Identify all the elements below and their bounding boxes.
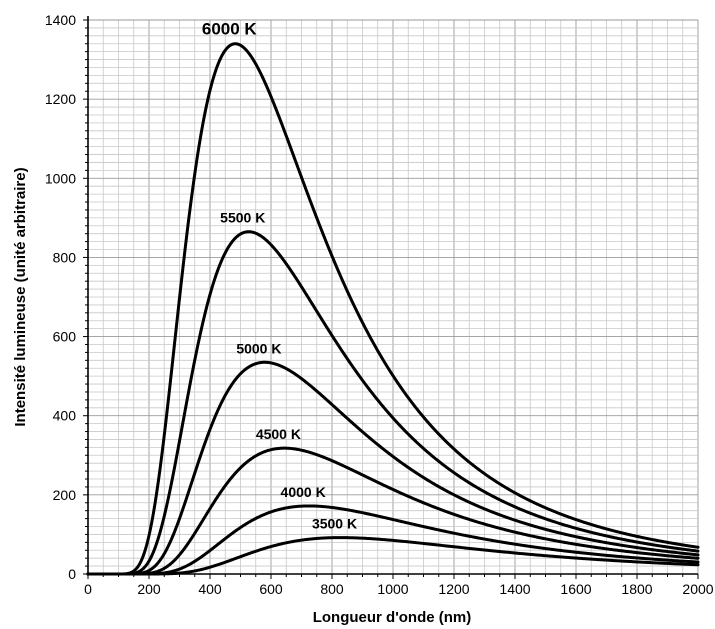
x-tick-label: 2000 [682, 581, 713, 597]
tick-labels: 0 200 400 600 800 1000 1200 1400 1600 1800 2000 0 20… [45, 12, 714, 597]
y-tick-label: 200 [53, 487, 77, 503]
curve-label-4000k: 4000 K [281, 484, 326, 500]
x-axis-title: Longueur d'onde (nm) [313, 609, 472, 626]
y-axis-title: Intensité lumineuse (unité arbitraire) [12, 167, 29, 426]
curve-label-5500k: 5500 K [220, 210, 265, 226]
x-tick-label: 1200 [438, 581, 469, 597]
axes [83, 16, 699, 579]
curve-label-5000k: 5000 K [236, 340, 281, 356]
y-tick-label: 1000 [45, 170, 76, 186]
curve-6000k [86, 42, 700, 576]
curve-4000k [86, 504, 700, 576]
curve-5000k [86, 360, 700, 576]
y-tick-label: 0 [68, 566, 76, 582]
x-tick-label: 1400 [499, 581, 530, 597]
curve-4500k [86, 446, 700, 576]
curve-label-6000k: 6000 K [202, 20, 258, 39]
curve-5500k [86, 230, 700, 576]
x-tick-label: 1000 [377, 581, 408, 597]
grid [87, 19, 699, 575]
curves [86, 42, 700, 576]
x-tick-label: 400 [198, 581, 222, 597]
x-tick-label: 800 [320, 581, 344, 597]
x-tick-label: 0 [84, 581, 92, 597]
x-tick-label: 200 [137, 581, 161, 597]
y-tick-label: 1200 [45, 91, 76, 107]
y-tick-label: 600 [53, 329, 77, 345]
curve-label-3500k: 3500 K [312, 516, 357, 532]
y-tick-label: 1400 [45, 12, 76, 28]
y-tick-label: 800 [53, 249, 77, 265]
curve-labels: 6000 K 5500 K 5000 K 4500 K 4000 K 3500 K [202, 20, 357, 532]
x-tick-label: 1800 [621, 581, 652, 597]
curve-3500k [86, 536, 700, 576]
curve-label-4500k: 4500 K [256, 426, 301, 442]
x-tick-label: 600 [259, 581, 283, 597]
x-tick-label: 1600 [560, 581, 591, 597]
y-tick-label: 400 [53, 408, 77, 424]
